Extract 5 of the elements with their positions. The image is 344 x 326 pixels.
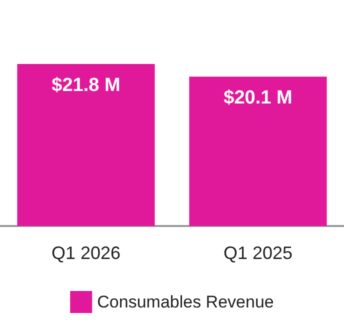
x-tick-label: Q1 2025 [223, 243, 293, 263]
data-label: $21.8 M [52, 75, 120, 96]
x-tick-label: Q1 2026 [51, 243, 121, 263]
legend-label: Consumables Revenue [97, 292, 274, 312]
data-label: $20.1 M [224, 88, 292, 109]
